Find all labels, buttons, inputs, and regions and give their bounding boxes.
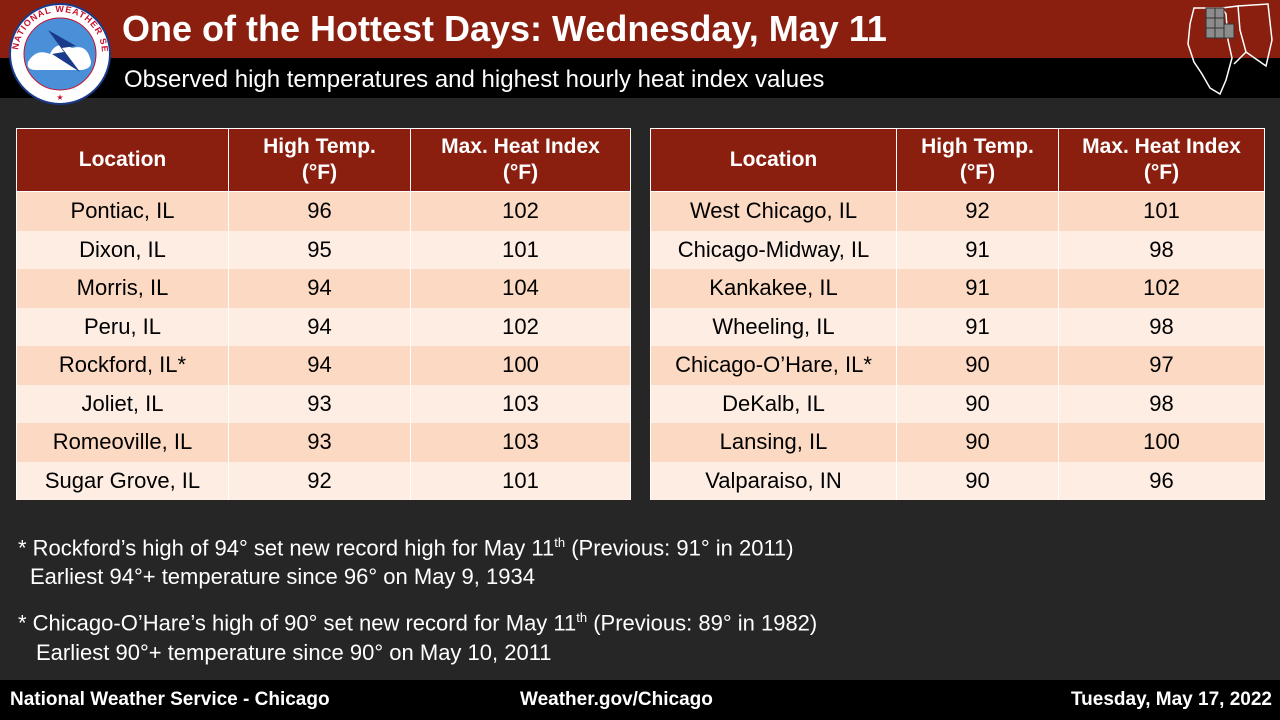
- high-temp-cell: 96: [228, 191, 411, 231]
- location-header: Location: [650, 128, 897, 192]
- note-superscript: th: [554, 535, 566, 550]
- high-temp-cell: 94: [228, 269, 411, 308]
- high-temp-header: High Temp. (°F): [228, 128, 411, 192]
- location-cell: Morris, IL: [16, 269, 229, 308]
- heat-index-cell: 100: [1058, 423, 1265, 462]
- table-row: Pontiac, IL 96 102: [16, 191, 631, 231]
- heat-index-cell: 97: [1058, 346, 1265, 385]
- table-row: Romeoville, IL 93 103: [16, 423, 631, 462]
- high-temp-cell: 93: [228, 384, 411, 423]
- footer-office: National Weather Service - Chicago: [10, 689, 330, 710]
- location-cell: Rockford, IL*: [16, 346, 229, 385]
- note-text: * Chicago-O’Hare’s high of 90° set new r…: [18, 610, 577, 636]
- ohare-record-note: * Chicago-O’Hare’s high of 90° set new r…: [18, 603, 817, 666]
- heat-index-cell: 102: [410, 191, 631, 231]
- footer-bar: National Weather Service - Chicago Weath…: [0, 680, 1280, 720]
- heat-index-cell: 101: [410, 461, 631, 500]
- high-temp-cell: 93: [228, 423, 411, 462]
- heat-index-header: Max. Heat Index (°F): [1058, 128, 1265, 192]
- table-row: Peru, IL 94 102: [16, 307, 631, 346]
- location-cell: Valparaiso, IN: [650, 461, 897, 500]
- header: One of the Hottest Days: Wednesday, May …: [0, 0, 1280, 105]
- high-temp-cell: 94: [228, 346, 411, 385]
- table-row: DeKalb, IL 90 98: [650, 384, 1265, 423]
- note-text: (Previous: 91° in 2011): [565, 535, 794, 561]
- region-map-icon: [1187, 3, 1273, 96]
- location-cell: Sugar Grove, IL: [16, 461, 229, 500]
- heat-index-cell: 104: [410, 269, 631, 308]
- location-cell: West Chicago, IL: [650, 191, 897, 231]
- left-temperature-table: Location High Temp. (°F) Max. Heat Index(…: [16, 128, 631, 500]
- heat-index-cell: 101: [410, 230, 631, 269]
- page-title: One of the Hottest Days: Wednesday, May …: [122, 8, 887, 49]
- location-cell: Chicago-Midway, IL: [650, 230, 897, 269]
- high-temp-cell: 90: [896, 346, 1059, 385]
- location-cell: Romeoville, IL: [16, 423, 229, 462]
- rockford-record-note: * Rockford’s high of 94° set new record …: [18, 528, 817, 591]
- location-header: Location: [16, 128, 229, 192]
- right-temperature-table: Location High Temp. (°F) Max. Heat Index(…: [650, 128, 1265, 500]
- footer-website-link[interactable]: Weather.gov/Chicago: [520, 689, 713, 710]
- heat-index-cell: 102: [410, 307, 631, 346]
- high-temp-cell: 95: [228, 230, 411, 269]
- nws-logo-icon: NATIONAL WEATHER SERVICE ★: [4, 2, 111, 105]
- footnotes: * Rockford’s high of 94° set new record …: [18, 528, 817, 679]
- footer-date: Tuesday, May 17, 2022: [1070, 689, 1272, 710]
- table-row: Dixon, IL 95 101: [16, 230, 631, 269]
- table-row: Chicago-Midway, IL 91 98: [650, 230, 1265, 269]
- heat-index-cell: 103: [410, 384, 631, 423]
- location-cell: Peru, IL: [16, 307, 229, 346]
- location-cell: Lansing, IL: [650, 423, 897, 462]
- subtitle-bar: [0, 58, 1280, 98]
- note-detail: Earliest 90°+ temperature since 90° on M…: [36, 639, 552, 665]
- table-row: Chicago-O’Hare, IL* 90 97: [650, 346, 1265, 385]
- table-row: Rockford, IL* 94 100: [16, 346, 631, 385]
- location-cell: Joliet, IL: [16, 384, 229, 423]
- location-cell: Wheeling, IL: [650, 307, 897, 346]
- table-row: Lansing, IL 90 100: [650, 423, 1265, 462]
- high-temp-cell: 91: [896, 307, 1059, 346]
- high-temp-cell: 91: [896, 269, 1059, 308]
- location-cell: Pontiac, IL: [16, 191, 229, 231]
- heat-index-cell: 96: [1058, 461, 1265, 500]
- high-temp-cell: 90: [896, 461, 1059, 500]
- location-cell: DeKalb, IL: [650, 384, 897, 423]
- note-text: (Previous: 89° in 1982): [587, 610, 818, 636]
- page-subtitle: Observed high temperatures and highest h…: [124, 66, 825, 93]
- location-cell: Dixon, IL: [16, 230, 229, 269]
- table-header-row: Location High Temp. (°F) Max. Heat Index(…: [16, 128, 631, 192]
- table-row: Sugar Grove, IL 92 101: [16, 461, 631, 500]
- high-temp-cell: 91: [896, 230, 1059, 269]
- table-row: Joliet, IL 93 103: [16, 384, 631, 423]
- svg-text:★: ★: [56, 93, 63, 102]
- note-detail: Earliest 94°+ temperature since 96° on M…: [30, 564, 535, 590]
- heat-index-cell: 100: [410, 346, 631, 385]
- heat-index-cell: 103: [410, 423, 631, 462]
- high-temp-cell: 92: [896, 191, 1059, 231]
- high-temp-cell: 90: [896, 423, 1059, 462]
- table-row: West Chicago, IL 92 101: [650, 191, 1265, 231]
- heat-index-cell: 98: [1058, 307, 1265, 346]
- heat-index-cell: 98: [1058, 230, 1265, 269]
- high-temp-cell: 92: [228, 461, 411, 500]
- note-text: * Rockford’s high of 94° set new record …: [18, 535, 555, 561]
- heat-index-header: Max. Heat Index (°F): [410, 128, 631, 192]
- table-row: Kankakee, IL 91 102: [650, 269, 1265, 308]
- high-temp-cell: 90: [896, 384, 1059, 423]
- table-header-row: Location High Temp. (°F) Max. Heat Index(…: [650, 128, 1265, 192]
- heat-index-cell: 102: [1058, 269, 1265, 308]
- table-row: Valparaiso, IN 90 96: [650, 461, 1265, 500]
- note-superscript: th: [576, 610, 588, 626]
- high-temp-header: High Temp. (°F): [896, 128, 1059, 192]
- location-cell: Kankakee, IL: [650, 269, 897, 308]
- location-cell: Chicago-O’Hare, IL*: [650, 346, 897, 385]
- high-temp-cell: 94: [228, 307, 411, 346]
- title-bar: [0, 0, 1280, 58]
- heat-index-cell: 101: [1058, 191, 1265, 231]
- table-row: Wheeling, IL 91 98: [650, 307, 1265, 346]
- heat-index-cell: 98: [1058, 384, 1265, 423]
- table-row: Morris, IL 94 104: [16, 269, 631, 308]
